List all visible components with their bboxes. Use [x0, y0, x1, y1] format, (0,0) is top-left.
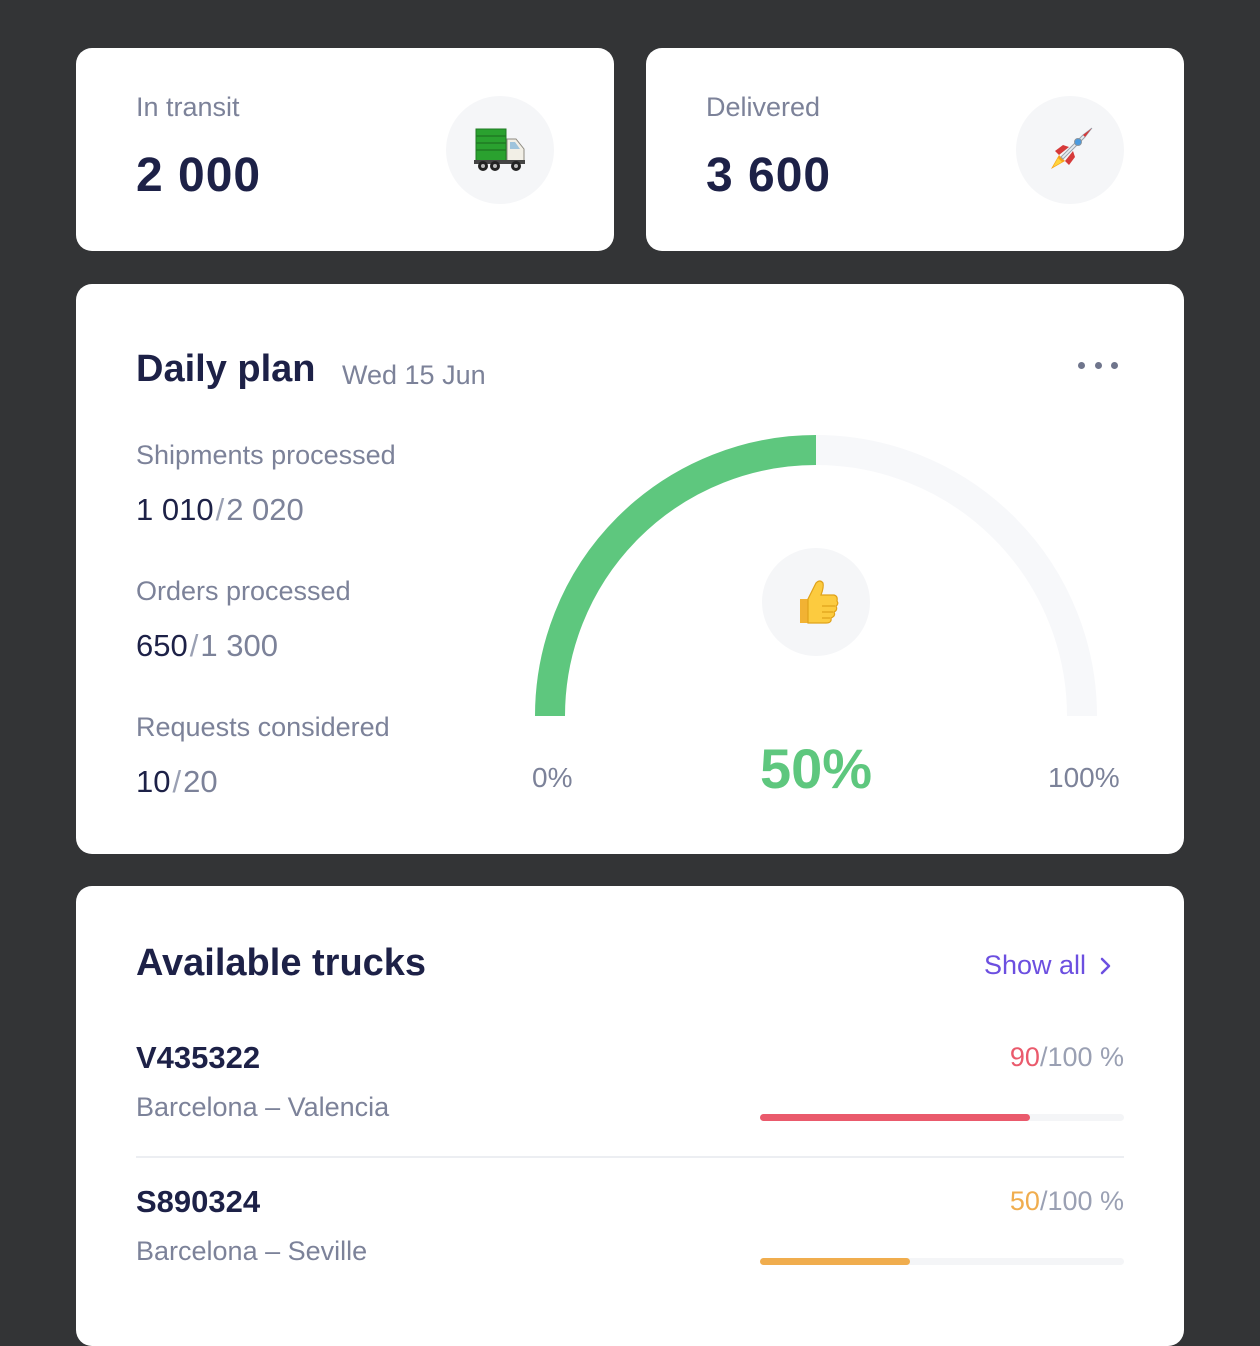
truck-load-bar — [760, 1258, 1124, 1265]
truck-load: 50/100 % — [1010, 1186, 1124, 1217]
more-options-button[interactable] — [1078, 358, 1118, 372]
orders-processed-total: 1 300 — [200, 628, 278, 663]
truck-capacity: /100 % — [1039, 1186, 1124, 1216]
orders-processed-done: 650 — [136, 628, 188, 663]
thumbs-up-icon — [762, 548, 870, 656]
truck-route: Barcelona – Seville — [136, 1236, 368, 1266]
available-trucks-title: Available trucks — [136, 942, 427, 984]
more-dot-icon — [1078, 361, 1085, 369]
delivered-label: Delivered — [706, 92, 821, 122]
truck-row[interactable]: V435322 Barcelona – Valencia 90/100 % — [136, 1040, 1124, 1180]
in-transit-card: In transit 2 000 — [76, 48, 614, 251]
available-trucks-card: Available trucks Show all V435322 Barcel… — [76, 886, 1184, 1346]
truck-load-bar-fill — [760, 1114, 1031, 1121]
daily-plan-card: Daily plan Wed 15 Jun Shipments processe… — [76, 284, 1184, 854]
truck-icon — [446, 96, 554, 204]
in-transit-label: In transit — [136, 92, 240, 122]
shipments-processed-value: 1 010/2 020 — [136, 492, 304, 528]
in-transit-value: 2 000 — [136, 149, 262, 202]
requests-considered-value: 10/20 — [136, 764, 218, 800]
gauge-min-label: 0% — [532, 762, 573, 793]
truck-load-bar — [760, 1114, 1124, 1121]
shipments-processed-total: 2 020 — [226, 492, 304, 527]
truck-load-bar-fill — [760, 1258, 911, 1265]
gauge-max-label: 100% — [1048, 762, 1120, 793]
truck-load-value: 90 — [1009, 1042, 1040, 1072]
chevron-right-icon — [1100, 957, 1111, 974]
requests-considered-label: Requests considered — [136, 712, 390, 742]
orders-processed-label: Orders processed — [136, 576, 351, 606]
orders-processed-value: 650/1 300 — [136, 628, 278, 664]
show-all-link[interactable]: Show all — [984, 950, 1112, 981]
requests-considered-done: 10 — [136, 764, 171, 799]
row-divider — [136, 1156, 1124, 1158]
value-separator: / — [215, 492, 225, 527]
shipments-processed-done: 1 010 — [136, 492, 214, 527]
truck-row[interactable]: S890324 Barcelona – Seville 50/100 % — [136, 1184, 1124, 1324]
daily-plan-date: Wed 15 Jun — [342, 360, 486, 390]
truck-load: 90/100 % — [1010, 1042, 1124, 1073]
more-dot-icon — [1111, 361, 1118, 369]
show-all-label: Show all — [984, 950, 1087, 980]
truck-route: Barcelona – Valencia — [136, 1092, 390, 1122]
more-dot-icon — [1094, 361, 1102, 369]
gauge-fill — [535, 435, 817, 717]
rocket-icon — [1016, 96, 1124, 204]
value-separator: / — [189, 628, 199, 663]
progress-gauge — [535, 434, 1097, 717]
value-separator: / — [172, 764, 182, 799]
truck-load-value: 50 — [1009, 1186, 1040, 1216]
truck-capacity: /100 % — [1039, 1042, 1124, 1072]
gauge-percent-label: 50% — [759, 737, 873, 800]
delivered-card: Delivered 3 600 — [646, 48, 1184, 251]
truck-id: V435322 — [136, 1040, 261, 1075]
delivered-value: 3 600 — [706, 149, 832, 202]
requests-considered-total: 20 — [183, 764, 218, 799]
truck-id: S890324 — [136, 1184, 261, 1219]
shipments-processed-label: Shipments processed — [136, 440, 396, 470]
daily-plan-title: Daily plan — [136, 348, 316, 390]
